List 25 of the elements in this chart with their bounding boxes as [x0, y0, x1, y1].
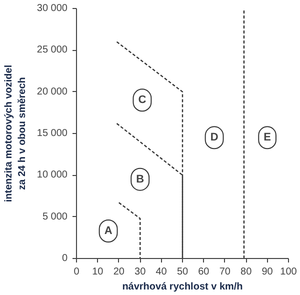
y-tick-label: 20 000: [36, 86, 68, 98]
annotation: C: [138, 94, 146, 106]
x-tick-label: 100: [280, 266, 298, 278]
y-tick-label: 5 000: [42, 211, 68, 222]
y-tick-label: 0: [62, 253, 68, 264]
x-tick-label: 10: [92, 266, 104, 278]
y-tick-label: 30 000: [36, 3, 68, 14]
annotation: A: [104, 225, 112, 237]
annotation: D: [210, 132, 218, 144]
x-tick-label: 30: [134, 266, 146, 278]
y-tick-label: 15 000: [36, 128, 68, 139]
x-axis-title: návrhová rychlost v km/h: [122, 282, 243, 292]
x-tick-label: 50: [176, 266, 188, 278]
annotation: E: [264, 132, 271, 144]
x-tick-label: 80: [240, 266, 252, 278]
y-tick-label: 25 000: [36, 44, 68, 56]
y-tick-label: 10 000: [36, 170, 68, 181]
x-tick-label: 90: [262, 266, 274, 278]
x-tick-label: 70: [219, 266, 231, 278]
x-tick-label: 20: [113, 266, 125, 278]
y-axis-title: intenzita motorových vozidel za 24 h v obou směrech: [4, 64, 28, 202]
annotation: B: [136, 173, 144, 186]
x-tick-label: 40: [156, 266, 168, 278]
x-tick-label: 0: [74, 266, 80, 278]
x-tick-label: 60: [198, 266, 210, 278]
